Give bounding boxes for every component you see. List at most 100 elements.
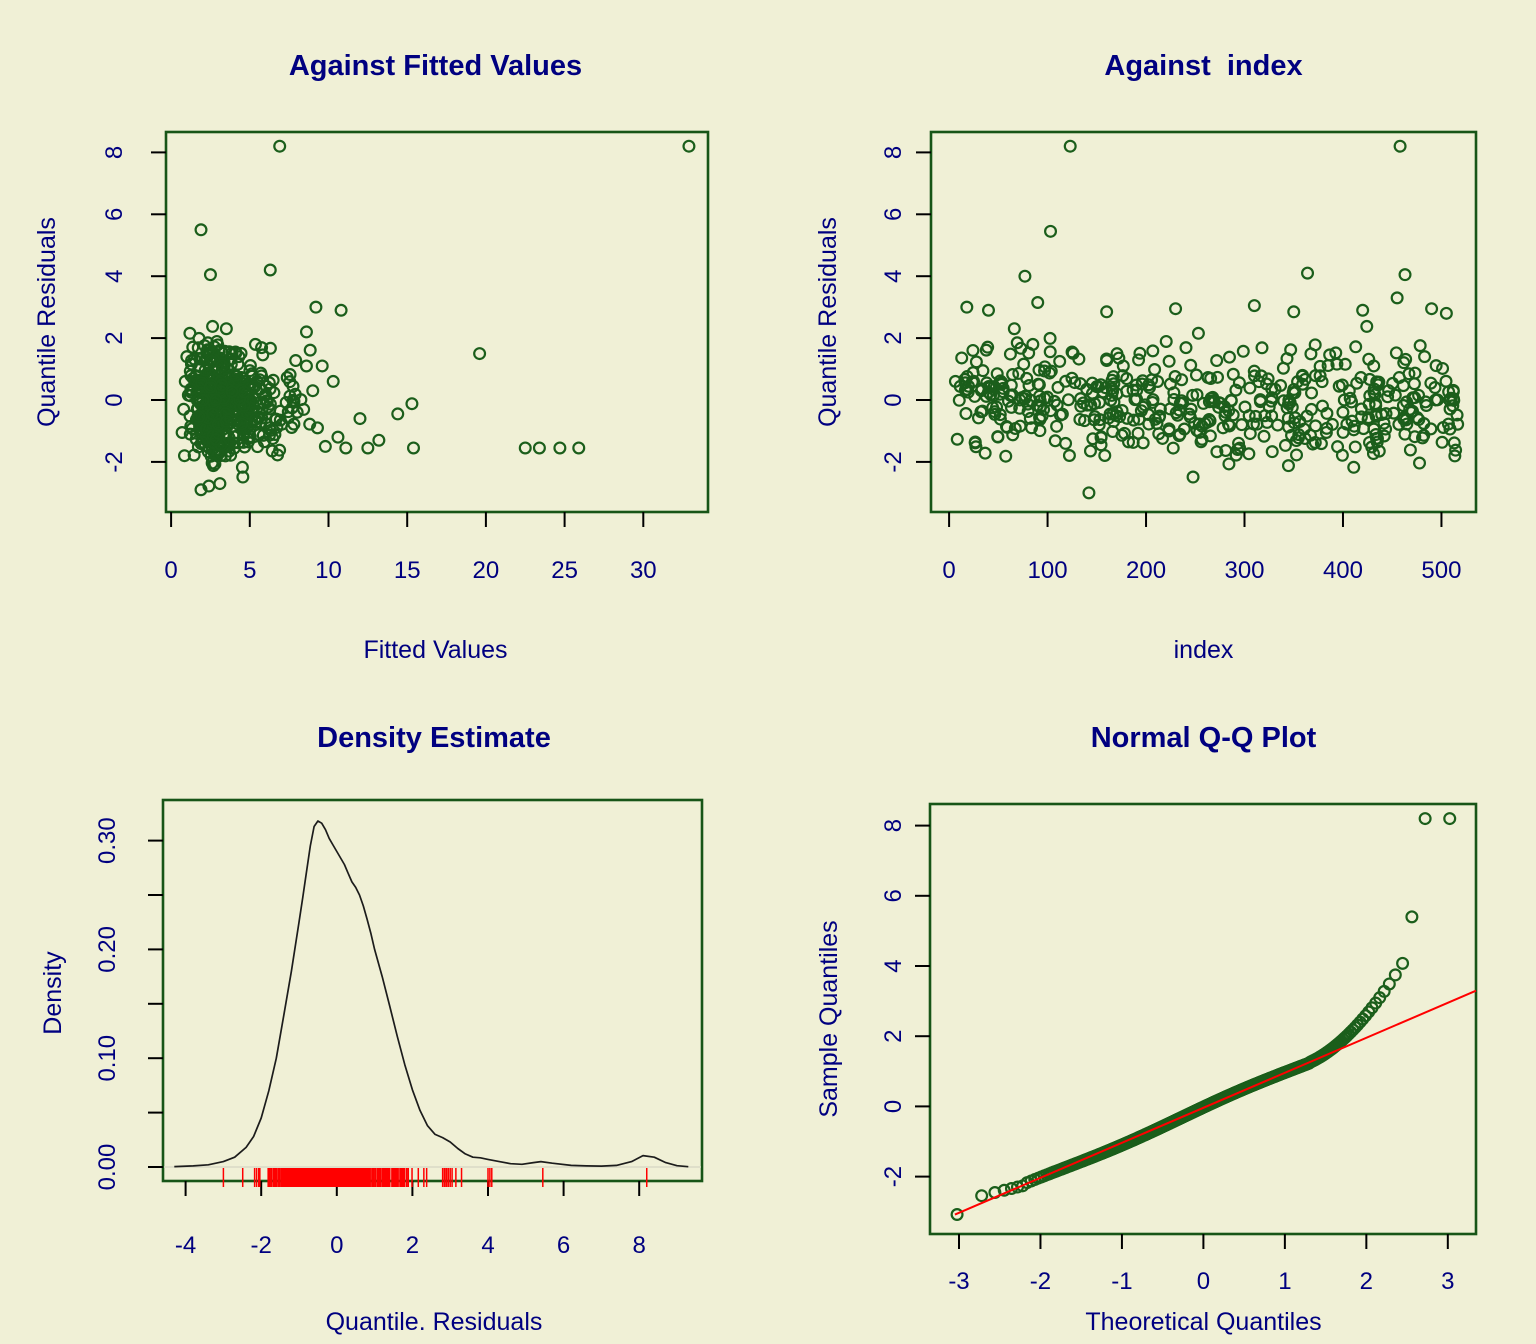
data-point	[999, 449, 1013, 463]
data-point	[1000, 420, 1014, 434]
data-point	[518, 441, 532, 455]
data-point	[1024, 393, 1038, 407]
data-point	[1379, 422, 1393, 436]
data-point	[1443, 422, 1457, 436]
x-tick-label: 500	[1421, 557, 1461, 584]
data-point	[1219, 444, 1233, 458]
data-point	[1156, 431, 1170, 445]
y-tick-label: 0	[880, 393, 907, 406]
data-point	[1196, 396, 1210, 410]
data-point	[1396, 956, 1410, 970]
data-point	[1336, 405, 1350, 419]
x-tick-label: 100	[1028, 557, 1068, 584]
data-point	[1082, 486, 1096, 500]
y-tick-label: 8	[880, 819, 907, 832]
data-point	[237, 385, 251, 399]
data-point	[1074, 392, 1088, 406]
data-point	[1439, 306, 1453, 320]
data-point	[281, 411, 295, 425]
data-point	[1301, 266, 1315, 280]
y-axis-label-qq: Sample Quantiles	[815, 920, 843, 1118]
data-point	[1169, 302, 1183, 316]
data-point	[1417, 416, 1431, 430]
x-tick-label: 3	[1441, 1268, 1454, 1295]
data-point	[1186, 470, 1200, 484]
data-point	[955, 351, 969, 365]
data-point	[1127, 413, 1141, 427]
panel-against-fitted: 0 5 10 15 20 25 30 -2 0 2 4 6 8	[101, 130, 710, 584]
data-point	[243, 359, 257, 373]
data-point	[1031, 377, 1045, 391]
data-point	[1255, 341, 1269, 355]
data-point	[205, 407, 219, 421]
data-point	[1210, 445, 1224, 459]
data-point	[990, 367, 1004, 381]
x-tick-label: 2	[1360, 1268, 1373, 1295]
data-point	[263, 263, 277, 277]
x-axis-label-qq: Theoretical Quantiles	[1085, 1308, 1322, 1336]
panel-title-against-fitted: Against Fitted Values	[288, 50, 583, 82]
data-point	[219, 322, 233, 336]
data-point	[1338, 357, 1352, 371]
data-point	[227, 414, 241, 428]
data-point	[271, 448, 285, 462]
y-tick-label: 0	[101, 393, 128, 406]
x-tick-label: -3	[948, 1268, 969, 1295]
data-point	[1387, 406, 1401, 420]
data-point	[1132, 353, 1146, 367]
data-point	[339, 441, 353, 455]
x-axis-label-against-fitted: Fitted Values	[363, 636, 508, 664]
x-tick-label: 0	[942, 557, 955, 584]
x-tick-label: 10	[315, 557, 342, 584]
data-point	[213, 477, 227, 491]
y-tick-label: 8	[101, 146, 128, 159]
data-point	[270, 420, 284, 434]
data-point	[225, 385, 239, 399]
data-point	[1407, 377, 1421, 391]
data-point	[1053, 354, 1067, 368]
data-point	[252, 428, 266, 442]
data-point	[209, 393, 223, 407]
data-point	[1184, 358, 1198, 372]
data-point	[196, 435, 210, 449]
data-point	[1061, 393, 1075, 407]
plot-box	[929, 130, 1478, 514]
density-curve	[174, 820, 689, 1168]
data-point	[1051, 380, 1065, 394]
data-point	[264, 423, 278, 437]
data-point	[203, 380, 217, 394]
data-point	[1213, 396, 1227, 410]
data-point	[211, 426, 225, 440]
data-point	[1413, 339, 1427, 353]
data-point	[1428, 381, 1442, 395]
data-point	[227, 430, 241, 444]
data-point	[1222, 457, 1236, 471]
data-point	[1413, 456, 1427, 470]
data-point	[1399, 352, 1413, 366]
data-point	[971, 411, 985, 425]
data-point	[975, 1189, 989, 1203]
data-point	[1100, 352, 1114, 366]
panel-title-density: Density Estimate	[317, 722, 551, 754]
data-point	[209, 432, 223, 446]
data-point	[1232, 376, 1246, 390]
data-point	[289, 354, 303, 368]
data-point	[1192, 417, 1206, 431]
data-point	[331, 430, 345, 444]
data-point	[205, 456, 219, 470]
data-point	[950, 1208, 964, 1222]
data-point	[1048, 434, 1062, 448]
data-point	[1133, 346, 1147, 360]
data-point	[1265, 445, 1279, 459]
data-point	[290, 405, 304, 419]
data-point	[993, 412, 1007, 426]
data-point	[991, 430, 1005, 444]
data-point	[1354, 402, 1368, 416]
data-point	[1248, 369, 1262, 383]
data-point	[1444, 391, 1458, 405]
data-point	[1247, 299, 1261, 313]
data-point	[243, 364, 257, 378]
data-point	[1337, 393, 1351, 407]
data-point	[204, 449, 218, 463]
